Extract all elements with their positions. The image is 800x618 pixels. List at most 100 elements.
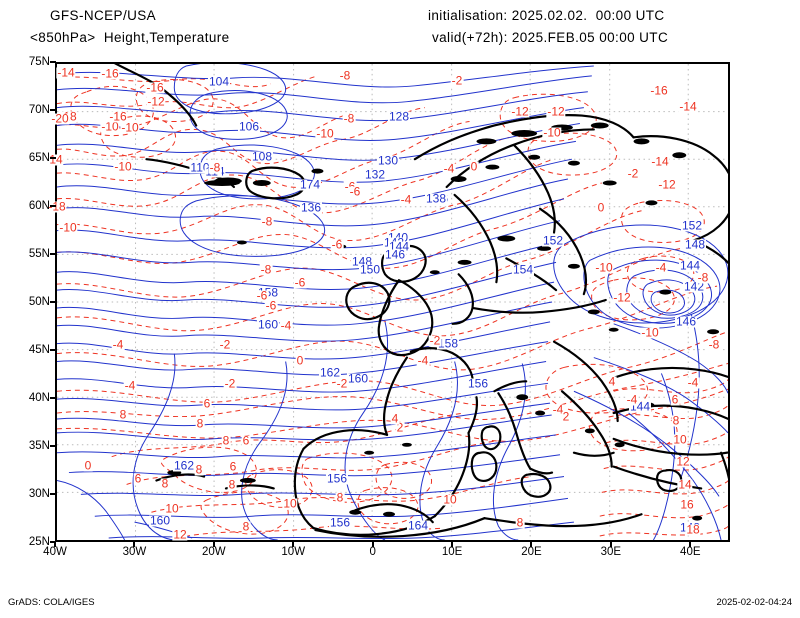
height-contour-label: 130 — [376, 153, 400, 168]
height-contour-label: 132 — [363, 167, 387, 182]
model-title: GFS-NCEP/USA — [50, 8, 157, 23]
x-tick-mark — [212, 541, 215, 547]
temperature-contour-label: 0 — [83, 458, 93, 473]
temperature-contour-label: -12 — [546, 104, 566, 119]
temperature-contour-label: 16 — [679, 497, 695, 512]
height-contour-label: 152 — [541, 233, 565, 248]
temperature-contour-label: -4 — [111, 337, 125, 352]
temperature-contour-label: 8 — [221, 433, 231, 448]
x-tick-mark — [609, 541, 612, 547]
y-tick-label: 70N — [28, 104, 50, 116]
temperature-contour-label: 6 — [241, 433, 251, 448]
temperature-contour-label: -12 — [657, 177, 677, 192]
temperature-contour-label: -4 — [442, 161, 456, 176]
y-tick-mark — [50, 109, 56, 111]
temperature-contours — [57, 75, 728, 539]
temperature-contour-label: -12 — [612, 290, 632, 305]
x-tick-label: 40E — [680, 546, 701, 558]
temperature-contour-label: -6 — [293, 275, 307, 290]
temperature-contour-label: -12 — [146, 94, 166, 109]
temperature-contour-label: 0 — [295, 353, 305, 368]
temperature-contour-label: 6 — [228, 459, 238, 474]
height-contour-label: 156 — [466, 376, 490, 391]
temperature-contour-label: -4 — [654, 260, 668, 275]
height-contour-label: 160 — [346, 371, 370, 386]
height-contour-label: 160 — [256, 317, 280, 332]
temperature-contour-label: -16 — [649, 83, 669, 98]
y-tick-mark — [50, 157, 56, 159]
x-tick-label: 30E — [600, 546, 622, 558]
x-tick-mark — [54, 541, 56, 547]
temperature-contour-label: -12 — [510, 104, 530, 119]
y-tick-label: 30N — [28, 488, 50, 500]
temperature-contour-label: -6 — [348, 184, 362, 199]
temperature-contour-label: -6 — [330, 237, 344, 252]
temperature-contour-label: -4 — [416, 353, 430, 368]
land-detail-blobs — [167, 122, 720, 521]
initialisation-time: initialisation: 2025.02.02. 00:00 UTC — [428, 8, 665, 23]
y-tick-mark — [50, 541, 56, 543]
x-tick-label: 0 — [369, 546, 376, 558]
y-tick-label: 60N — [28, 200, 50, 212]
temperature-contour-label: -10 — [58, 220, 78, 235]
temperature-contour-label: -4 — [279, 318, 293, 333]
temperature-contour-label: 4 — [390, 411, 400, 426]
temperature-contour-label: 8 — [227, 477, 237, 492]
temperature-contour-label: 0 — [596, 200, 606, 215]
height-contour-label: 150 — [358, 262, 382, 277]
temperature-contour-label: -4 — [123, 378, 137, 393]
coastlines — [114, 64, 728, 540]
height-contour-label: 148 — [683, 237, 707, 252]
temperature-contour-label: -8 — [260, 214, 274, 229]
x-tick-mark — [451, 541, 454, 547]
x-tick-label: 20W — [201, 546, 226, 558]
level-field-title: <850hPa> Height,Temperature — [30, 30, 230, 45]
temperature-contour-label: 6 — [670, 392, 680, 407]
temperature-contour-label: -8 — [707, 337, 721, 352]
x-tick-label: 30W — [122, 546, 147, 558]
x-tick-label: 40W — [43, 546, 67, 558]
height-contour-label: 136 — [299, 200, 323, 215]
timestamp-text: 2025-02-02-04:24 — [716, 597, 792, 608]
temperature-contour-label: -8 — [342, 111, 356, 126]
height-contour-label: 152 — [680, 218, 704, 233]
height-contour-label: 156 — [325, 471, 349, 486]
temperature-contour-label: -16 — [100, 66, 120, 81]
temperature-contour-label: 8 — [335, 490, 345, 505]
x-tick-mark — [292, 541, 295, 547]
y-tick-mark — [50, 205, 56, 207]
x-tick-label: 10E — [441, 546, 463, 558]
temperature-contour-label: 10 — [672, 432, 688, 447]
temperature-contour-label: 2 — [395, 420, 405, 435]
temperature-contour-label: -2 — [223, 376, 237, 391]
temperature-contour-label: -4 — [625, 392, 639, 407]
temperature-contour-label: 0 — [469, 159, 479, 174]
temperature-contour-label: -10 — [542, 125, 562, 140]
height-contour-label: 142 — [682, 279, 706, 294]
temperature-contour-label: 12 — [675, 454, 691, 469]
y-tick-label: 35N — [28, 440, 50, 452]
height-contours — [57, 64, 728, 540]
height-contour-label: 162 — [172, 458, 196, 473]
height-contour-label: 158 — [436, 336, 460, 351]
temperature-contour-label: 14 — [677, 477, 693, 492]
temperature-contour-label: 8 — [194, 462, 204, 477]
temperature-contour-label: -14 — [56, 65, 76, 80]
y-tick-label: 45N — [28, 344, 50, 356]
temperature-contour-label: -14 — [650, 154, 670, 169]
temperature-contour-label: -10 — [120, 120, 140, 135]
temperature-contour-label: -2 — [450, 73, 464, 88]
y-tick-label: 75N — [28, 56, 50, 68]
y-tick-mark — [50, 349, 56, 351]
temperature-contour-label: 2 — [561, 409, 571, 424]
temperature-contour-label: -20 — [50, 111, 70, 126]
temperature-contour-label: -2 — [218, 337, 232, 352]
temperature-contour-label: -10 — [113, 159, 133, 174]
temperature-contour-label: -10 — [315, 126, 335, 141]
temperature-contour-label: 8 — [160, 476, 170, 491]
height-contour-label: 164 — [406, 518, 430, 533]
temperature-contour-label: 8 — [671, 413, 681, 428]
height-contour-label: 144 — [678, 258, 702, 273]
y-tick-mark — [50, 445, 56, 447]
height-contour-label: 104 — [207, 74, 231, 89]
